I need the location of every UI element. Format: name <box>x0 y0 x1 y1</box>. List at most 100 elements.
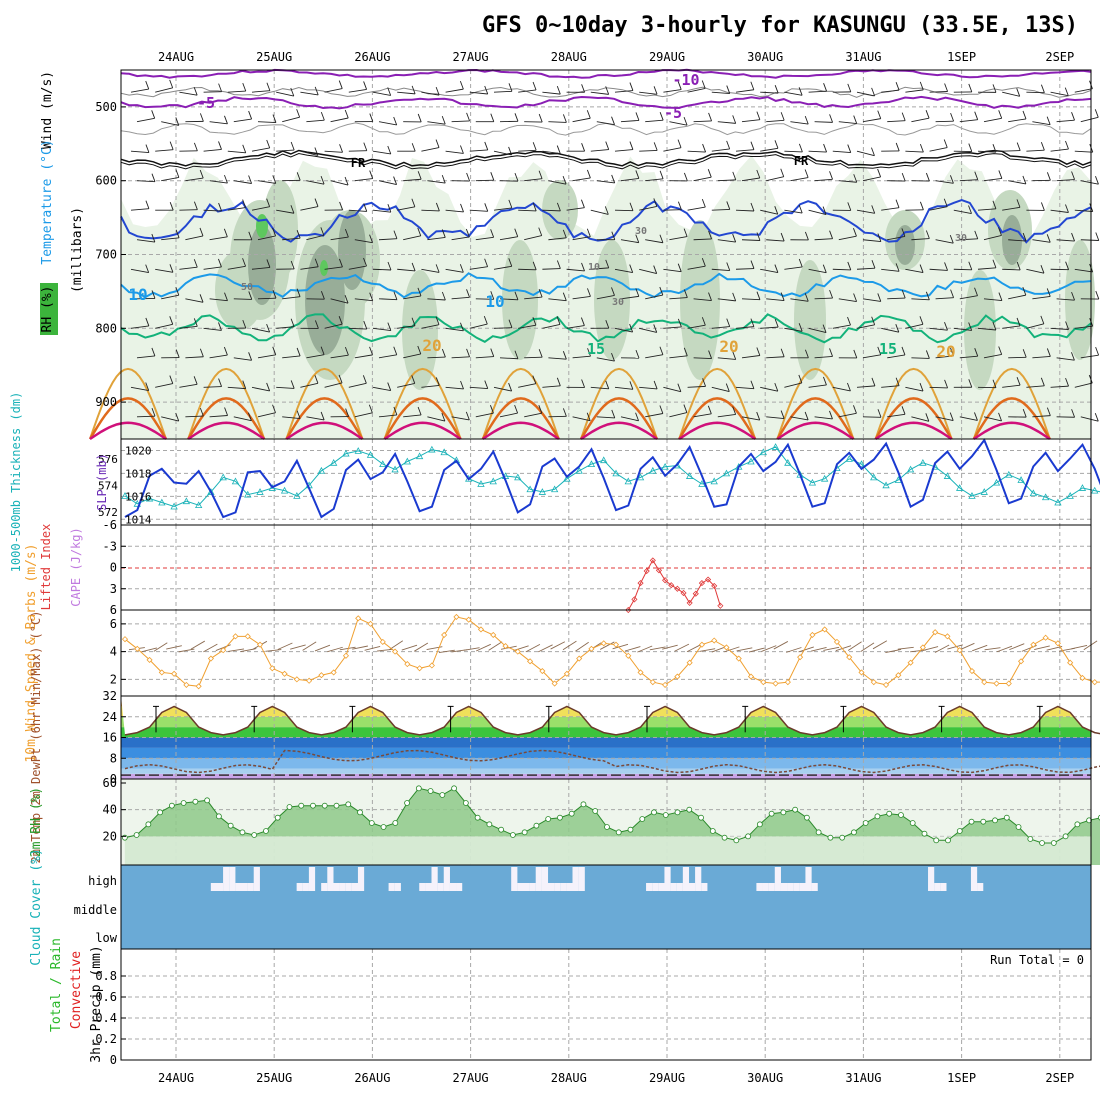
wind-barb-staff <box>1026 149 1045 152</box>
wind-barb-flag <box>804 169 809 178</box>
wind-barb-flag <box>248 352 253 361</box>
wind-barb-flag <box>223 346 228 356</box>
wind-barb-staff <box>257 235 276 241</box>
isotherm-20 <box>874 367 953 440</box>
wind-barb-staff <box>735 268 755 270</box>
wind-barb-staff <box>687 265 706 270</box>
wind-barb-staff <box>397 206 415 211</box>
wind-barb-flag <box>944 83 949 92</box>
temp-band <box>121 737 1091 748</box>
wind-barb-staff <box>203 386 222 388</box>
wind-barb-staff <box>300 150 318 156</box>
wind-barb-flag <box>508 382 513 392</box>
wind-barb-flag <box>992 84 997 93</box>
wind-barb-staff <box>1032 356 1051 359</box>
isotherm-20 <box>187 367 266 440</box>
wind-barb-staff <box>1056 179 1075 182</box>
wind-barb-flag <box>877 293 882 302</box>
thickness-point <box>1029 489 1038 497</box>
wind-barb-staff <box>372 386 391 392</box>
wind-barb-staff <box>741 298 760 301</box>
high-cloud-bar <box>541 867 549 891</box>
wind-barb-staff <box>639 327 657 333</box>
wind-barb-staff <box>378 298 397 301</box>
wind-barb-flag <box>393 346 398 355</box>
wind-barb-flag <box>1095 232 1100 241</box>
wind-barb-flag <box>611 287 615 296</box>
wind-barb-flag <box>611 231 616 240</box>
wind-barb-staff <box>354 239 373 244</box>
wind-barb-flag <box>726 140 731 150</box>
wind-barb-staff <box>130 150 149 154</box>
wind-barb-flag <box>514 291 519 300</box>
wind-barb-flag <box>145 144 150 153</box>
wind-barb-staff <box>953 327 972 331</box>
wind-barb-flag <box>393 230 398 239</box>
slp-tick-label: 1014 <box>125 513 152 526</box>
wind-barb-staff <box>596 357 615 362</box>
wind-barb-staff <box>518 268 537 271</box>
rh-point <box>709 828 716 834</box>
rh-point <box>1050 840 1057 846</box>
wind-barb-flag <box>1046 234 1051 243</box>
wind-speed-point <box>907 659 914 666</box>
wind-barb-staff <box>814 121 833 123</box>
wind-speed-point <box>797 654 804 661</box>
wind-barb-staff <box>1080 239 1099 241</box>
wind-barb-flag <box>586 228 591 237</box>
wind-barb-staff <box>469 149 488 152</box>
rh-point <box>815 829 822 836</box>
high-cloud-bar <box>780 883 788 891</box>
wind-barb-flag <box>460 322 464 331</box>
isotherm-25 <box>481 397 560 440</box>
slp-axis-title: SLP (mb) <box>95 453 109 511</box>
wind-barb-staff <box>862 298 881 302</box>
wind-barb-flag <box>611 174 616 184</box>
axis-tick-label: 0.6 <box>95 990 117 1004</box>
wind-barb-flag <box>1046 407 1051 416</box>
rh-point <box>333 802 340 809</box>
wind-barb-staff <box>590 91 609 95</box>
wind-barb-flag <box>653 86 658 95</box>
wind-barb-flag <box>581 84 586 93</box>
wind-barb-staff <box>1002 325 1021 329</box>
wind-barb-flag <box>272 346 277 355</box>
high-cloud-bar <box>456 883 463 891</box>
wind-barb-staff <box>887 413 906 418</box>
wind-barb-staff <box>953 209 972 214</box>
isotherm-labels: -10 -5 -5 FR FR 10 10 15 15 20 20 20 30 30 10 30 50 <box>128 71 967 361</box>
surface-barb <box>847 641 862 651</box>
wind-barb-flag <box>296 410 301 419</box>
wind-barb-flag <box>780 292 785 301</box>
thickness-grid <box>121 439 1091 525</box>
rh-point <box>921 830 928 837</box>
wind-barb-staff <box>136 117 155 123</box>
wind-barb-staff <box>421 324 440 329</box>
wind-barb-staff <box>209 180 228 184</box>
rh-point <box>627 826 634 833</box>
wind-barb-staff <box>1002 150 1021 152</box>
wind-barb-staff <box>203 266 222 270</box>
wind-barb-flag <box>732 115 737 124</box>
isotherm-label: 20 <box>719 337 738 356</box>
wind-barb-flag <box>853 405 857 414</box>
slp-tick-label: 1018 <box>125 467 152 480</box>
wind-barb-staff <box>475 356 494 359</box>
wind-barb-staff <box>1008 294 1026 300</box>
wind-barb-flag <box>677 383 682 392</box>
wind-barb-flag <box>853 228 857 237</box>
wind-barb-flag <box>369 346 373 356</box>
high-cloud-bar <box>682 867 690 891</box>
high-cloud-bar <box>664 867 671 891</box>
surface-barb <box>1071 644 1088 650</box>
wind-barb-staff <box>203 148 222 152</box>
wind-barb-flag <box>314 320 319 329</box>
rh-point <box>674 809 681 816</box>
wind-barb-flag <box>756 411 761 421</box>
surface-barb <box>835 645 852 652</box>
surface-barb <box>1009 643 1025 651</box>
wind-barb-flag <box>556 85 561 95</box>
lifted-index-point <box>674 585 681 592</box>
wind-barb-flag <box>968 261 973 270</box>
wind-barb-staff <box>639 206 657 211</box>
